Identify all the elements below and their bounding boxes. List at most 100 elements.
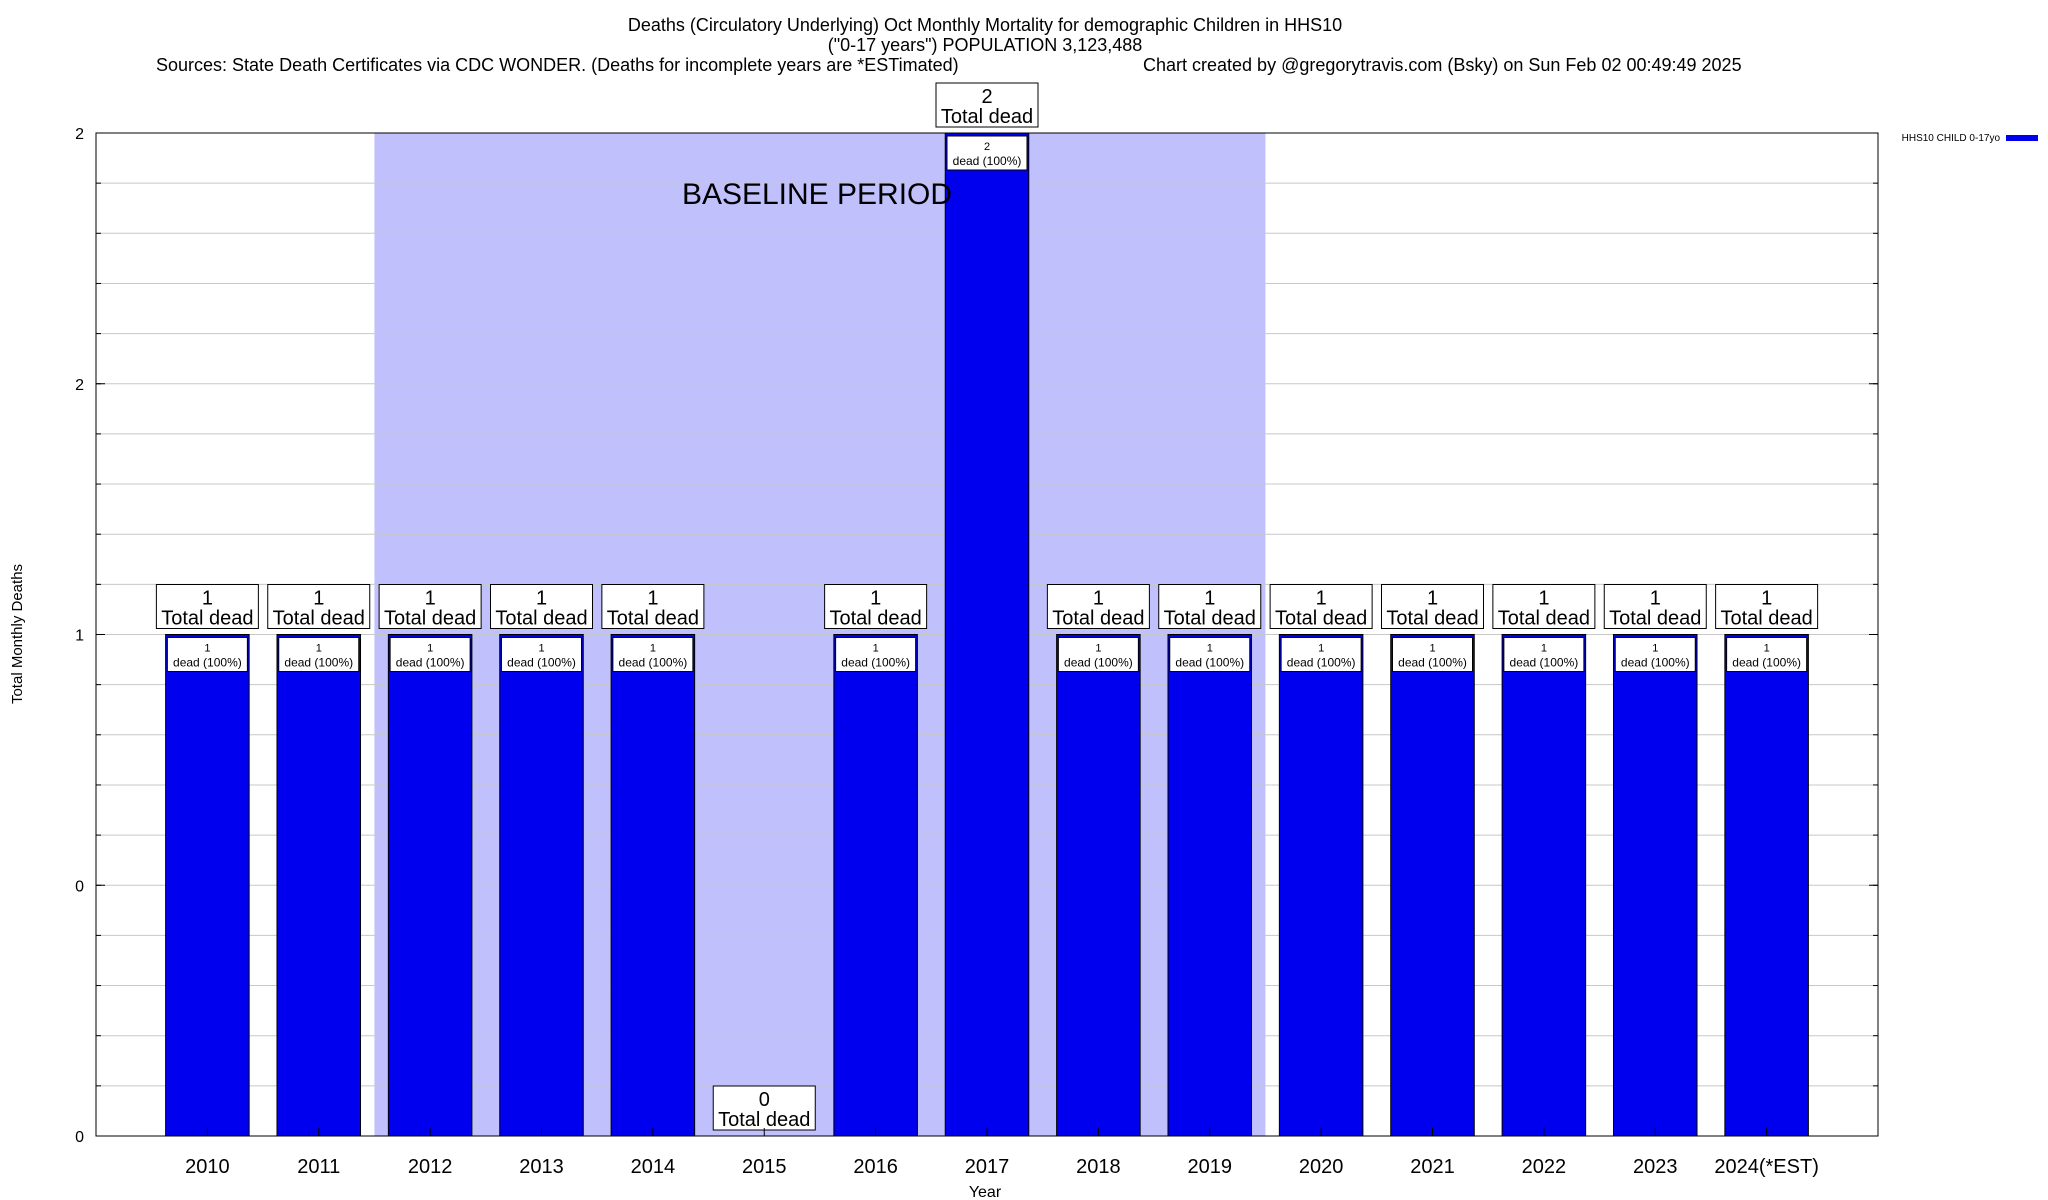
bar-inner-label-count: 1 [204,643,210,655]
bar-top-label-box [378,584,482,629]
chart-title-line-1: Deaths (Circulatory Underlying) Oct Mont… [628,15,1342,35]
bar [1390,634,1475,1137]
y-tick-label: 1 [75,628,84,645]
x-tick-label: 2010 [185,1156,230,1178]
bar-top-label-box [155,584,259,629]
bar-top-label-text: Total dead [829,608,921,630]
bar-value-label: 1 [1427,588,1438,610]
bar-inner-label-text: dead (100%) [1621,656,1690,670]
legend: HHS10 CHILD 0-17yo [1902,133,2038,144]
bar-inner-label-text: dead (100%) [841,656,910,670]
bar-value-label: 1 [202,588,213,610]
bar-inner-label-text: dead (100%) [619,656,688,670]
bar-top-label-text: Total dead [1052,608,1144,630]
bar-inner-label-box [389,637,471,672]
bar-top-label-text: Total dead [1164,608,1256,630]
bar-value-label: 1 [425,588,436,610]
bar-top-label-box [824,584,928,629]
bar-top-label-text: Total dead [273,608,365,630]
x-tick-label: 2020 [1299,1156,1344,1178]
x-tick-label: 2018 [1076,1156,1121,1178]
bar-top-label-box [1715,584,1819,629]
bar [1278,634,1364,1137]
bar-top-label-box [1046,584,1150,629]
x-tick-label: 2017 [965,1156,1010,1178]
bar-top-label-box [601,584,705,629]
bar-inner-label-text: dead (100%) [1398,656,1467,670]
bar-inner-label-box [612,637,694,672]
legend-label: HHS10 CHILD 0-17yo [1902,133,2001,144]
x-tick-label: 2024(*EST) [1714,1156,1819,1178]
bar-inner-label-count: 1 [1318,643,1324,655]
bar-inner-label-text: dead (100%) [1287,656,1356,670]
bar-inner-label-text: dead (100%) [1064,656,1133,670]
bar-top-label-box [490,584,593,629]
bar-inner-label-count: 1 [316,643,322,655]
bar [944,132,1030,1137]
y-tick-label: 2 [75,126,84,143]
legend-swatch [2006,135,2038,141]
bar-value-label: 1 [1650,588,1661,610]
bar-top-label-text: Total dead [1386,608,1478,630]
bar-top-label-text: Total dead [607,608,699,630]
bar-top-label-box [1269,584,1373,629]
bar-inner-label-box [1280,637,1362,672]
chart-source: Sources: State Death Certificates via CD… [156,55,959,75]
bar-inner-label-text: dead (100%) [173,656,242,670]
bar-top-label-box [1492,584,1596,629]
bar-inner-label-count: 1 [873,643,879,655]
bar-inner-label-count: 2 [984,141,990,153]
bar-inner-label-count: 1 [1429,643,1435,655]
bar-top-label-text: Total dead [718,1109,810,1131]
bar-inner-label-text: dead (100%) [1175,656,1244,670]
bars-layer [165,132,1809,1137]
x-axis-label: Year [969,1184,1002,1200]
bar-top-label-text: Total dead [384,608,476,630]
bar-value-label: 1 [1093,588,1104,610]
x-tick-label: 2012 [408,1156,453,1178]
bar-value-label: 1 [870,588,881,610]
bar-inner-label-text: dead (100%) [1510,656,1579,670]
bar-value-label: 1 [1316,588,1327,610]
bar-top-label-text: Total dead [161,608,253,630]
bar [1612,634,1698,1137]
bar-top-label-box [1158,584,1262,629]
bar-inner-label-count: 1 [1095,643,1101,655]
bar-value-label: 0 [759,1089,770,1111]
y-tick-label: 0 [75,878,84,895]
bar-value-label: 1 [536,588,547,610]
bar-top-label-text: Total dead [1498,608,1590,630]
x-tick-label: 2016 [853,1156,898,1178]
bar-inner-label-box [278,637,360,672]
bar [1167,634,1253,1137]
bar-inner-label-box [946,135,1028,171]
bar-top-label-box [712,1085,816,1131]
bar [499,634,584,1137]
bar-top-label-text: Total dead [1609,608,1701,630]
bar [165,634,250,1137]
bar-inner-label-text: dead (100%) [1732,656,1801,670]
bar-inner-label-text: dead (100%) [284,656,353,670]
bar [1501,634,1587,1137]
bar-inner-label-count: 1 [538,643,544,655]
bar-top-label-box [1381,584,1484,629]
x-tick-label: 2014 [631,1156,676,1178]
bar-top-label-box [267,584,371,629]
chart-credit: Chart created by @gregorytravis.com (Bsk… [1143,55,1742,75]
bar [610,634,696,1137]
bar-inner-label-text: dead (100%) [396,656,465,670]
bar [1056,634,1141,1137]
y-tick-label: 0 [75,1129,84,1146]
bar-inner-label-count: 1 [650,643,656,655]
bar-inner-label-count: 1 [1764,643,1770,655]
bar [276,634,362,1137]
chart-title-line-2: ("0-17 years") POPULATION 3,123,488 [828,35,1143,55]
bar-value-label: 1 [647,588,658,610]
x-tick-label: 2011 [297,1156,340,1178]
bar-top-label-box [1603,584,1707,629]
bar-inner-label-box [1726,637,1808,672]
bar-top-label-box [935,82,1039,128]
